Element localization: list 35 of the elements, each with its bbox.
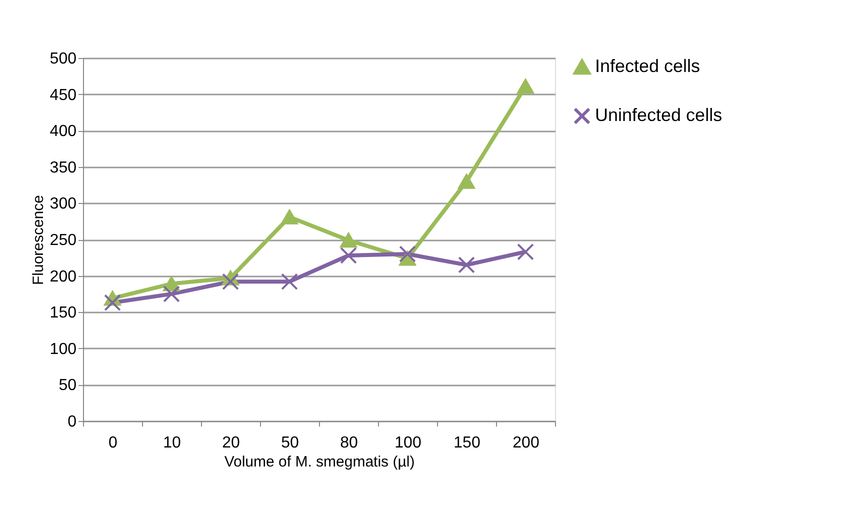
x-tick-label: 200: [512, 434, 540, 452]
point: [458, 174, 475, 189]
x-tick-label: 150: [454, 434, 480, 452]
y-tick-label: 100: [50, 340, 77, 358]
y-tick-label: 450: [50, 86, 77, 104]
y-tick-label: 250: [50, 232, 77, 249]
point: [517, 78, 534, 94]
y-tick-label: 400: [50, 123, 77, 140]
point: [458, 256, 475, 274]
y-tick-label: 150: [50, 304, 77, 322]
y-tick-label: 200: [50, 268, 77, 286]
point: [399, 246, 416, 262]
point: [517, 243, 534, 260]
legend-label: Infected cells: [595, 56, 700, 76]
x-tick-label: 0: [108, 434, 118, 452]
point: [104, 294, 121, 312]
x-tick-label: 20: [222, 434, 240, 452]
legend-label: Uninfected cells: [595, 105, 722, 125]
point: [222, 273, 239, 290]
y-tick-label: 300: [50, 196, 77, 213]
x-tick-label: 80: [340, 434, 358, 452]
y-tick-label: 500: [50, 50, 77, 68]
y-axis-title: Fluorescence: [30, 194, 47, 286]
y-tick-label: 0: [68, 414, 77, 430]
point: [281, 273, 298, 290]
point: [340, 232, 357, 248]
y-tick-label: 350: [50, 159, 77, 176]
x-tick-label: 50: [281, 434, 299, 452]
x-tick-label: 10: [163, 434, 181, 452]
point: [163, 286, 180, 302]
x-axis-title: Volume of M. smegmatis (µl): [224, 454, 415, 470]
point: [281, 210, 298, 224]
y-tick-label: 50: [58, 377, 77, 394]
point: [340, 247, 357, 264]
x-tick-label: 100: [394, 434, 422, 452]
